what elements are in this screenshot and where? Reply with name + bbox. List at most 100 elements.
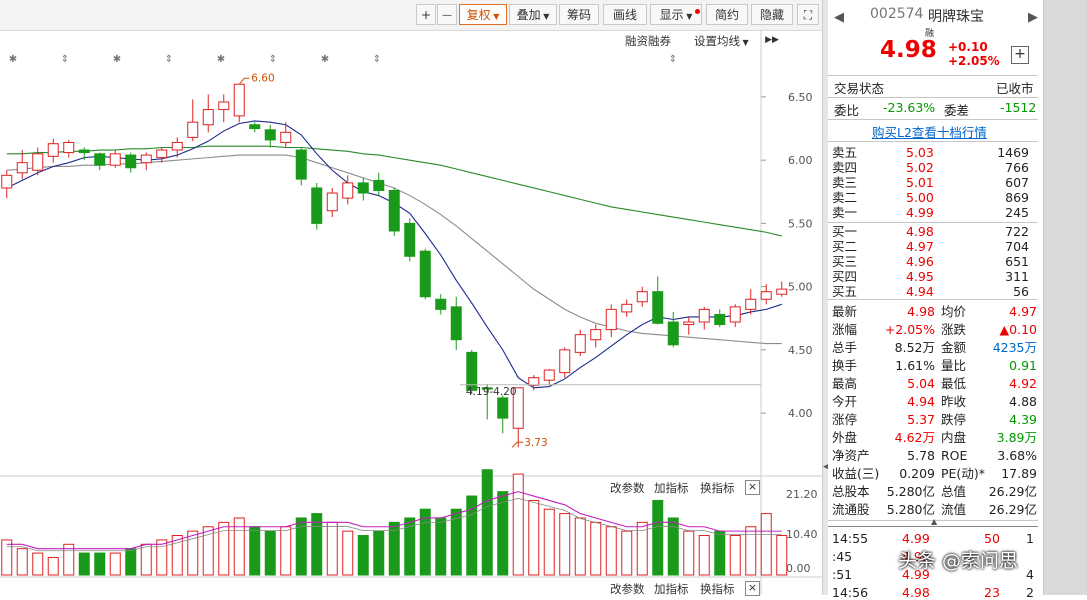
ma-long-line xyxy=(6,145,782,237)
event-marker-icon: ⇕ xyxy=(165,54,173,65)
gaicanshu-button[interactable]: 改参数 xyxy=(610,481,645,495)
sell-row[interactable]: 卖四 5.02 766 xyxy=(828,160,1043,175)
tick-price: 4.98 xyxy=(902,585,930,600)
volume-bar xyxy=(667,517,679,576)
stats-row: 换手 1.61% 量比 0.91 xyxy=(828,358,1043,373)
stat-value: 5.280亿 xyxy=(886,502,935,517)
jianyue-button[interactable]: 简约 xyxy=(706,4,748,25)
divider xyxy=(828,141,1038,142)
stat-label: 总手 xyxy=(832,340,858,355)
buy-row[interactable]: 买四 4.95 311 xyxy=(828,269,1043,284)
divider xyxy=(828,119,1038,120)
zoom-out-button[interactable]: — xyxy=(437,4,457,25)
volume-bar xyxy=(466,495,478,576)
jiazhibiao-button-2[interactable]: 加指标 xyxy=(654,582,689,596)
huaxian-button[interactable]: 画线 xyxy=(603,4,647,25)
weicha-label: 委差 xyxy=(944,103,970,118)
rongzi-rongquan-link[interactable]: 融资融券 xyxy=(625,34,671,48)
huanzhibiao-button[interactable]: 换指标 xyxy=(700,481,735,495)
volume-bar xyxy=(16,548,28,576)
collapse-arrow-icon[interactable]: ▲ xyxy=(931,517,938,526)
close-indicator-icon[interactable]: × xyxy=(745,480,760,495)
diejia-button[interactable]: 叠加 ▼ xyxy=(509,4,557,25)
price-change: +0.10 xyxy=(948,40,988,54)
candle-body xyxy=(218,101,230,111)
buy-row[interactable]: 买五 4.94 56 xyxy=(828,284,1043,299)
volume-bar xyxy=(388,521,400,576)
sell-price: 5.03 xyxy=(906,145,934,160)
sell-row[interactable]: 卖五 5.03 1469 xyxy=(828,145,1043,160)
candle-body xyxy=(311,187,323,224)
candle-body xyxy=(497,397,509,419)
sell-row[interactable]: 卖一 4.99 245 xyxy=(828,205,1043,220)
volume-bar xyxy=(187,530,199,576)
volume-bar xyxy=(63,543,75,576)
candle-body xyxy=(559,349,571,374)
l2-purchase-link[interactable]: 购买L2查看十档行情 xyxy=(872,125,987,140)
volume-bar xyxy=(435,517,447,576)
volume-bar xyxy=(512,473,524,576)
stat-value: 4.97 xyxy=(1009,304,1037,319)
weibi-value: -23.63% xyxy=(883,100,936,115)
candle-body xyxy=(187,121,199,138)
candle-body xyxy=(32,153,44,171)
xianshi-button[interactable]: 显示 ▼ xyxy=(650,4,702,25)
zoom-in-button[interactable]: + xyxy=(416,4,436,25)
stat-value: 3.68% xyxy=(997,448,1037,463)
fullscreen-icon[interactable]: ⛶ xyxy=(797,4,819,25)
volume-bar xyxy=(760,513,772,576)
price-tick-label: 6.50 xyxy=(788,91,813,104)
sell-volume: 607 xyxy=(1005,175,1029,190)
yincang-button[interactable]: 隐藏 ▶▶ xyxy=(751,4,793,45)
stat-label: 均价 xyxy=(941,304,967,319)
volume-bar xyxy=(94,552,106,576)
chouma-button[interactable]: 筹码 xyxy=(559,4,599,25)
event-star-icon: ✱ xyxy=(113,54,121,65)
kline-svg[interactable]: 6.50 6.00 5.50 5.00 4.50 4.00 21.20 10.40 0.00 ✱ ⇕… xyxy=(0,30,822,595)
ma-mid-line xyxy=(6,154,782,345)
splitter-arrow-icon[interactable]: ◀ xyxy=(823,462,830,472)
volume-bar xyxy=(605,526,617,576)
buy-row[interactable]: 买三 4.96 651 xyxy=(828,254,1043,269)
set-ma-button[interactable]: 设置均线 ▼ xyxy=(694,33,749,49)
stat-value: 8.52万 xyxy=(894,340,935,355)
candle-body xyxy=(249,124,261,130)
stat-label: 外盘 xyxy=(832,430,858,445)
buy-volume: 651 xyxy=(1005,254,1029,269)
stat-value: 3.89万 xyxy=(996,430,1037,445)
candle-body xyxy=(47,143,59,157)
watermark: 头条 @索问思 xyxy=(898,550,1019,572)
dropdown-arrow-icon: ▼ xyxy=(740,38,749,47)
kline-chart-area[interactable]: + — 复权 ▼ 叠加 ▼ 筹码 画线 显示 ▼ 简约 隐藏 ▶▶ ⛶ 6.50… xyxy=(0,0,822,596)
price-tick-label: 5.50 xyxy=(788,217,813,230)
quote-header: ◀ ▶ 002574 明牌珠宝 融 4.98 +0.10 +2.05% + xyxy=(828,0,1043,73)
tick-time: 14:55 xyxy=(832,531,869,546)
candle-body xyxy=(404,222,416,257)
candle-body xyxy=(652,291,664,324)
buy-volume: 56 xyxy=(1013,284,1029,299)
add-watchlist-button[interactable]: + xyxy=(1011,46,1029,64)
gaicanshu-button-2[interactable]: 改参数 xyxy=(610,582,645,596)
jiazhibiao-button[interactable]: 加指标 xyxy=(654,481,689,495)
stat-label: 涨跌 xyxy=(941,322,967,337)
sell-row[interactable]: 卖三 5.01 607 xyxy=(828,175,1043,190)
stat-value: +2.05% xyxy=(884,322,935,337)
tick-count: 1 xyxy=(1026,531,1034,546)
fuquan-button[interactable]: 复权 ▼ xyxy=(459,4,507,25)
buy-row[interactable]: 买二 4.97 704 xyxy=(828,239,1043,254)
close-indicator-icon-2[interactable]: × xyxy=(745,581,760,596)
prev-stock-icon[interactable]: ◀ xyxy=(834,10,844,25)
sell-row[interactable]: 卖二 5.00 869 xyxy=(828,190,1043,205)
buy-label: 买一 xyxy=(832,224,858,239)
tick-price: 4.99 xyxy=(902,567,930,582)
buy-label: 买三 xyxy=(832,254,858,269)
volume-bar xyxy=(745,526,757,576)
huanzhibiao-button-2[interactable]: 换指标 xyxy=(700,582,735,596)
panel-splitter[interactable]: ◀ xyxy=(822,0,830,595)
candle-body xyxy=(342,182,354,199)
sell-volume: 766 xyxy=(1005,160,1029,175)
volume-bar xyxy=(714,530,726,576)
buy-row[interactable]: 买一 4.98 722 xyxy=(828,224,1043,239)
candle-body xyxy=(605,308,617,331)
next-stock-icon[interactable]: ▶ xyxy=(1028,10,1038,25)
